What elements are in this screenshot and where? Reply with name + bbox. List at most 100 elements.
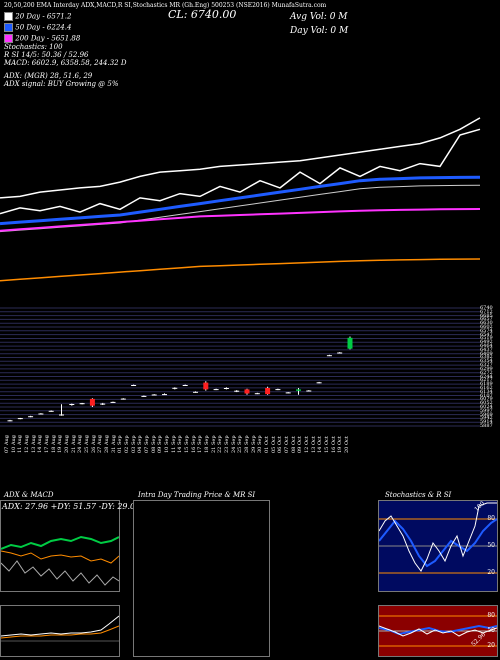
candle-body xyxy=(275,389,281,391)
macd-lines xyxy=(1,615,119,642)
candle-body xyxy=(151,394,157,396)
intraday-panel-title: Intra Day Trading Price & MR SI xyxy=(138,491,256,499)
date-tick-label: 11 Aug xyxy=(17,435,24,453)
price-tick-label: 6189 xyxy=(480,381,493,388)
stochastics-panel: 80 50 20 100 xyxy=(378,500,498,592)
candle-body xyxy=(172,387,178,389)
close-price-line xyxy=(0,128,481,215)
candle-body xyxy=(254,393,260,395)
adx-signal-label: ADX signal: BUY Growing @ 5% xyxy=(4,80,119,88)
date-tick-label: 08 Sep xyxy=(150,435,157,453)
date-tick-label: 07 Oct xyxy=(284,436,290,453)
stoch-tick-50: 50 xyxy=(487,542,495,549)
macd-panel xyxy=(0,605,120,657)
date-tick-label: 25 Aug xyxy=(84,435,90,453)
ema50-label: 50 Day - 6224.4 xyxy=(15,23,72,32)
candle-body xyxy=(59,414,64,416)
candle-body xyxy=(326,355,332,357)
candle-body xyxy=(296,389,301,391)
date-tick-label: 05 Oct xyxy=(270,436,277,453)
ema-series-line xyxy=(0,175,481,226)
date-tick-label: 27 Aug xyxy=(97,435,104,453)
date-tick-label: 28 Aug xyxy=(104,435,110,453)
date-tick-label: 25 Sep xyxy=(237,435,244,453)
date-tick-label: 12 Aug xyxy=(24,435,30,453)
date-tick-label: 28 Sep xyxy=(244,435,250,453)
candle-body xyxy=(100,403,106,405)
date-tick-label: 14 Sep xyxy=(177,435,184,453)
date-tick-label: 07 Sep xyxy=(144,435,150,453)
stoch-panel-title: Stochastics & R SI xyxy=(385,491,452,499)
day-vol: Day Vol: 0 M xyxy=(290,26,349,36)
price-tick-label: 6134 xyxy=(480,388,493,395)
header-title: 20,50,200 EMA Interday ADX,MACD,R SI,Sto… xyxy=(4,2,327,9)
date-tick-label: 08 Oct xyxy=(290,436,297,453)
rsi-tick-50: 50 xyxy=(487,627,495,634)
price-tick-label: 6464 xyxy=(480,343,493,350)
price-tick-label: 6437 xyxy=(480,346,493,353)
adx-panel-title: ADX & MACD xyxy=(4,491,54,499)
date-tick-label: 26 Aug xyxy=(90,435,97,453)
price-tick-label: 6162 xyxy=(480,384,493,391)
date-tick-label: 20 Aug xyxy=(64,435,70,453)
date-tick-label: 06 Oct xyxy=(277,436,284,453)
ema50-swatch xyxy=(4,23,13,32)
price-tick-label: 6409 xyxy=(480,350,493,357)
date-tick-label: 22 Sep xyxy=(217,435,224,453)
price-tick-label: 6547 xyxy=(480,331,493,338)
date-tick-label: 02 Sep xyxy=(124,435,130,453)
ema-chart xyxy=(0,117,481,282)
candle-body xyxy=(38,413,44,415)
candle-body xyxy=(79,403,85,405)
date-tick-label: 24 Aug xyxy=(77,435,84,453)
candle-body xyxy=(347,337,353,349)
price-tick-label: 6327 xyxy=(480,362,493,369)
price-tick-label: 6299 xyxy=(480,365,493,372)
stochastics-lines xyxy=(379,502,497,574)
candle-body xyxy=(285,392,291,394)
ema20-label: 20 Day - 6571.2 xyxy=(15,12,72,21)
date-tick-label: 30 Sep xyxy=(257,435,264,453)
price-tick-label: 6024 xyxy=(480,403,493,410)
date-tick-label: 01 Sep xyxy=(117,435,124,453)
price-tick-label: 6492 xyxy=(480,339,493,346)
date-tick-label: 23 Sep xyxy=(224,435,230,453)
candle-body xyxy=(120,398,126,400)
price-tick-label: 6244 xyxy=(480,373,493,380)
candle-body xyxy=(223,388,229,389)
price-tick-label: 6657 xyxy=(480,316,493,323)
date-tick-label: 14 Oct xyxy=(317,436,324,453)
date-tick-label: 18 Aug xyxy=(50,435,57,453)
date-tick-label: 17 Aug xyxy=(44,435,50,453)
rsi-label: R SI 14/5: 50.36 / 52.96 xyxy=(4,51,89,59)
candle-body xyxy=(48,410,54,412)
candle-body xyxy=(306,390,312,392)
candle-body xyxy=(110,401,116,403)
avg-vol: Avg Vol: 0 M xyxy=(290,12,348,22)
adx-lines xyxy=(1,535,119,586)
close-label: CL: 6740.00 xyxy=(168,8,237,21)
date-tick-label: 15 Oct xyxy=(324,436,330,453)
date-tick-label: 20 Oct xyxy=(344,436,350,453)
price-tick-label: 5887 xyxy=(480,423,493,429)
date-tick-label: 09 Oct xyxy=(297,436,304,453)
intraday-panel xyxy=(133,500,270,657)
date-tick-label: 10 Sep xyxy=(164,435,170,453)
date-tick-label: 09 Sep xyxy=(157,435,164,453)
stochastics-label: Stochastics: 100 xyxy=(4,43,63,51)
date-tick-label: 24 Sep xyxy=(230,435,237,453)
date-tick-label: 18 Sep xyxy=(204,435,210,453)
adx-label: ADX: (MGR) 28, 51.6, 29 xyxy=(4,72,93,80)
candle-body xyxy=(28,416,34,418)
date-tick-label: 29 Sep xyxy=(250,435,257,453)
adx-values: ADX: 27.96 +DY: 51.57 -DY: 29.03 xyxy=(2,502,141,511)
date-tick-label: 15 Sep xyxy=(184,435,190,453)
price-tick-label: 6685 xyxy=(480,312,493,319)
candle-body xyxy=(162,394,167,396)
price-tick-label: 5997 xyxy=(480,407,493,414)
date-tick-label: 16 Oct xyxy=(330,436,337,453)
date-tick-label: 31 Aug xyxy=(110,435,117,453)
indicator-legend: 20 Day - 6571.2 50 Day - 6224.4 200 Day … xyxy=(4,12,126,88)
price-tick-label: 5914 xyxy=(480,419,493,426)
rsi-tick-80: 80 xyxy=(487,612,495,619)
